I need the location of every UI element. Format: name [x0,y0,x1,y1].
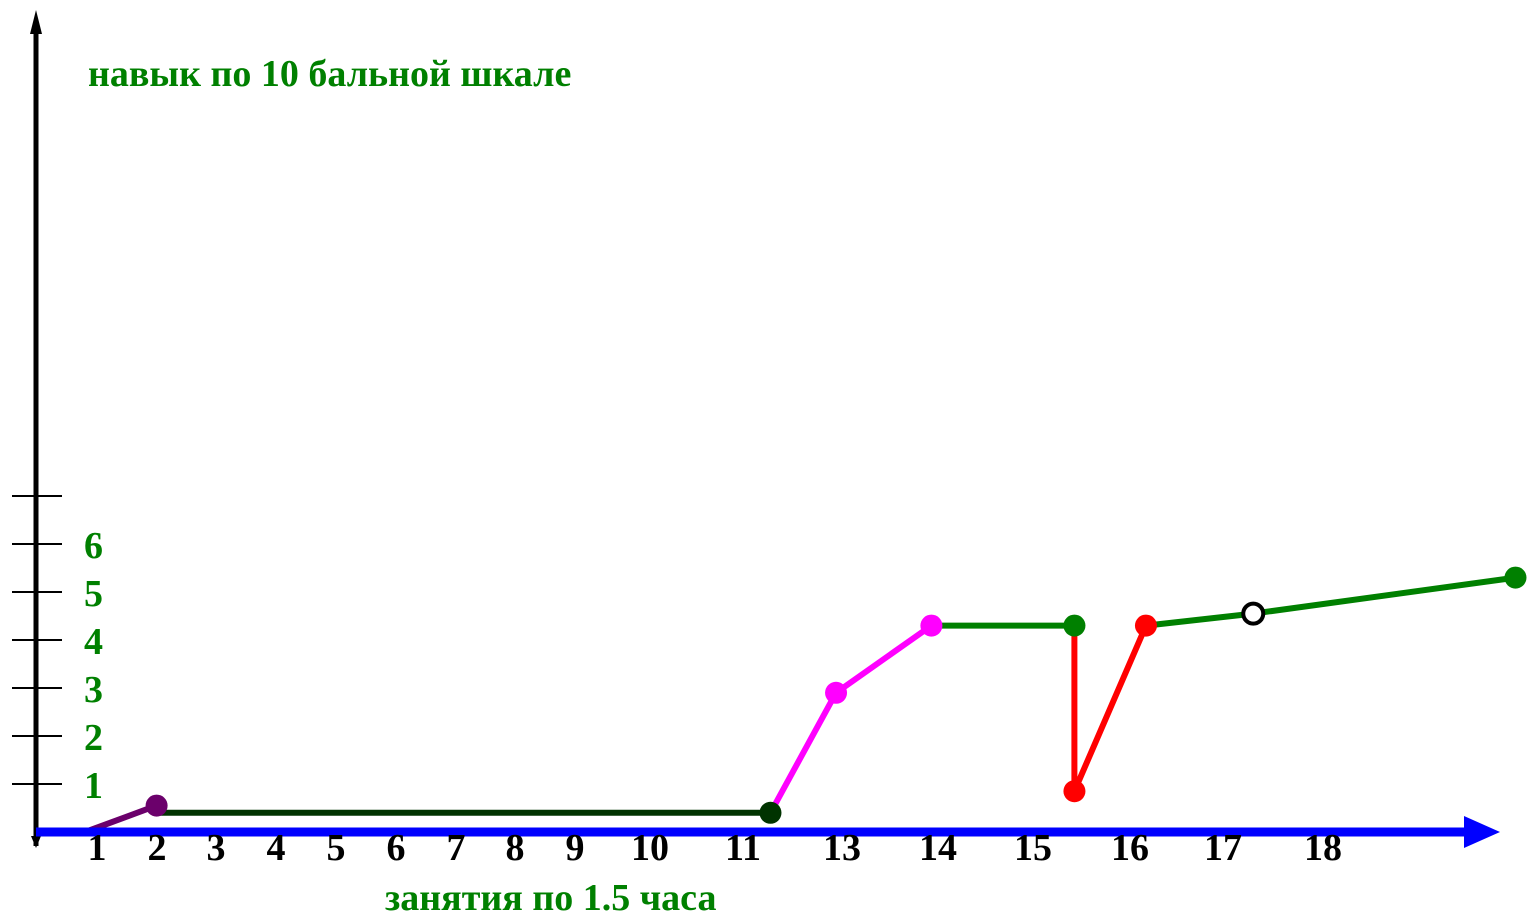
x-tick-label: 10 [631,827,669,869]
series-line [767,623,934,815]
y-tick-label: 2 [84,717,103,759]
x-tick-label: 16 [1111,827,1149,869]
x-tick-label: 6 [387,827,406,869]
y-tick-label: 3 [84,669,103,711]
data-point [1063,780,1086,803]
y-tick-label: 4 [84,621,103,663]
y-tick-labels: 1 2 3 4 5 6 [84,525,103,807]
y-tick-label: 1 [84,765,103,807]
x-tick-label: 2 [148,827,167,869]
x-axis-title: занятия по 1.5 часа [385,877,717,918]
data-point [1134,614,1157,637]
y-tick-label: 5 [84,573,103,615]
x-tick-label: 18 [1304,827,1342,869]
x-axis-arrow-icon [1464,816,1500,848]
x-tick-label: 14 [919,827,957,869]
x-tick-label: 1 [88,827,107,869]
y-ticks [12,495,62,785]
data-point [1504,566,1527,589]
y-axis-bottom-arrow-icon [31,836,41,848]
x-axis [36,816,1500,848]
x-tick-label: 7 [447,827,466,869]
y-axis [30,10,42,848]
data-point [825,681,848,704]
data-point-hollow [1241,601,1266,626]
x-tick-label: 4 [267,827,286,869]
y-tick-label: 6 [84,525,103,567]
x-tick-label: 8 [506,827,525,869]
x-tick-label: 13 [823,827,861,869]
x-tick-label: 5 [327,827,346,869]
data-series [84,574,1516,835]
x-tick-label: 17 [1204,827,1242,869]
data-markers [145,566,1527,824]
data-point [920,614,943,637]
data-point [1063,614,1086,637]
x-tick-label: 9 [566,827,585,869]
series-line [1145,574,1516,629]
x-tick-labels: 1 2 3 4 5 6 7 8 9 10 11 13 14 15 16 17 18 [88,827,1343,869]
series-line [1071,624,1149,795]
y-axis-title: навык по 10 бальной шкале [88,53,571,95]
y-axis-arrow-icon [30,10,42,34]
data-point [759,801,782,824]
data-point [145,794,168,817]
x-tick-label: 3 [207,827,226,869]
x-tick-label: 15 [1014,827,1052,869]
x-tick-label: 11 [725,827,761,869]
